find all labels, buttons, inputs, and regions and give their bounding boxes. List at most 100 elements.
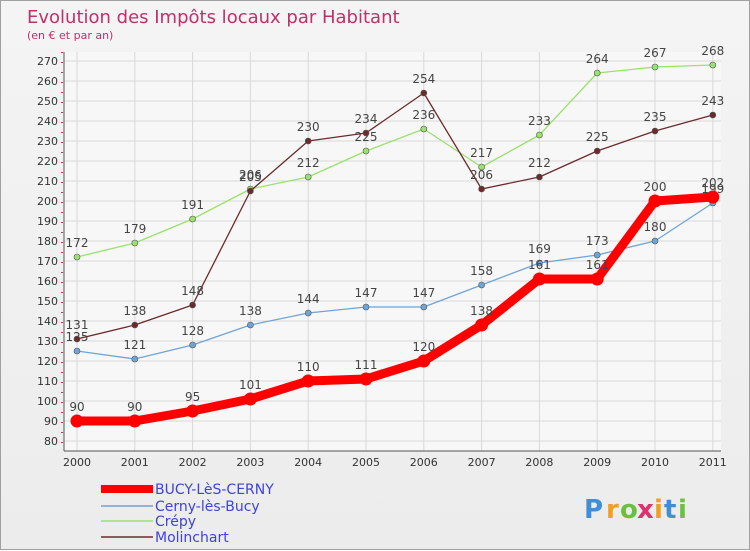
x-tick-label: 2006 [410, 456, 438, 469]
data-label: 243 [701, 94, 724, 108]
data-label: 191 [181, 198, 204, 212]
data-label: 147 [412, 286, 435, 300]
data-label: 206 [470, 168, 493, 182]
data-point [131, 355, 139, 363]
data-label: 230 [297, 120, 320, 134]
series-line [72, 192, 718, 426]
data-label: 173 [586, 234, 609, 248]
data-point [648, 194, 662, 208]
x-tick-label: 2009 [583, 456, 611, 469]
x-tick-label: 2003 [236, 456, 264, 469]
data-point [247, 187, 254, 195]
data-point [478, 281, 485, 289]
data-label: 111 [355, 358, 378, 372]
data-label: 120 [412, 340, 435, 354]
data-label: 217 [470, 146, 493, 160]
chart-subtitle: (en € et par an) [27, 29, 113, 42]
legend-label: Crépy [155, 514, 196, 530]
data-point [590, 272, 604, 286]
data-label: 144 [297, 292, 320, 306]
data-point [128, 414, 142, 428]
y-tick-label: 240 [37, 115, 58, 128]
data-label: 95 [185, 390, 200, 404]
data-label: 110 [297, 360, 320, 374]
y-tick-label: 250 [37, 95, 58, 108]
legend-item-1: Cerny-lès-Bucy [101, 499, 260, 515]
data-label: 199 [701, 182, 724, 196]
y-tick-label: 110 [37, 375, 58, 388]
legend-label: Cerny-lès-Bucy [155, 499, 260, 515]
data-label: 212 [528, 156, 551, 170]
data-label: 235 [644, 110, 667, 124]
data-point [420, 303, 428, 311]
data-label: 121 [123, 338, 146, 352]
x-tick-label: 2000 [63, 456, 91, 469]
data-point [651, 127, 659, 135]
data-point [247, 321, 254, 329]
data-point [131, 321, 139, 329]
y-tick-label: 120 [37, 355, 58, 368]
data-point [362, 147, 370, 155]
data-label: 202 [701, 176, 724, 190]
series-1: 125121128138144147147158169173180199 [66, 182, 724, 363]
data-point [532, 272, 546, 286]
data-label: 212 [297, 156, 320, 170]
data-label: 128 [181, 324, 204, 338]
data-point [243, 392, 257, 406]
chart-title: Evolution des Impôts locaux par Habitant [27, 7, 400, 28]
data-label: 138 [239, 304, 262, 318]
data-label: 147 [355, 286, 378, 300]
series-0: 90 90 95 101 110 111 120 138 161 161 200 202 [69, 176, 724, 428]
data-point [593, 251, 601, 259]
y-tick-label: 200 [37, 195, 58, 208]
data-label: 131 [66, 318, 89, 332]
x-tick-label: 2008 [525, 456, 553, 469]
data-label: 264 [586, 52, 609, 66]
data-point [186, 404, 200, 418]
data-point [709, 111, 717, 119]
data-point [189, 341, 196, 349]
data-label: 268 [701, 44, 724, 58]
legend-label: BUCY-LèS-CERNY [155, 482, 274, 498]
logo-letter: i [678, 495, 687, 525]
data-label: 225 [586, 130, 609, 144]
data-point [593, 147, 601, 155]
data-label: 158 [470, 264, 493, 278]
plot-area: 8090100110120130140150160170180190200210… [37, 44, 727, 469]
data-point [189, 301, 196, 309]
data-point [301, 374, 315, 388]
data-point [362, 129, 370, 137]
y-tick-label: 100 [37, 395, 58, 408]
data-label: 90 [127, 400, 142, 414]
y-tick-label: 170 [37, 255, 58, 268]
y-tick-label: 180 [37, 235, 58, 248]
y-tick-label: 130 [37, 335, 58, 348]
data-point [475, 318, 489, 332]
data-point [709, 61, 717, 69]
data-label: 206 [239, 168, 262, 182]
logo-letter: P [584, 495, 603, 525]
y-tick-label: 260 [37, 75, 58, 88]
series-line [76, 202, 714, 360]
data-label: 180 [644, 220, 667, 234]
data-point [420, 125, 428, 133]
data-label: 90 [69, 400, 84, 414]
legend-label: Molinchart [155, 530, 229, 546]
y-tick-label: 220 [37, 155, 58, 168]
data-point [304, 173, 312, 181]
legend-item-0: BUCY-LèS-CERNY [101, 482, 274, 498]
data-label: 101 [239, 378, 262, 392]
data-label: 205 [239, 170, 262, 184]
y-tick-label: 190 [37, 215, 58, 228]
data-label: 233 [528, 114, 551, 128]
data-label: 234 [355, 112, 378, 126]
data-point [651, 237, 659, 245]
data-point [70, 414, 84, 428]
data-label: 138 [470, 304, 493, 318]
data-label: 172 [66, 236, 89, 250]
x-tick-label: 2010 [641, 456, 669, 469]
y-tick-label: 160 [37, 275, 58, 288]
y-tick-label: 90 [44, 415, 58, 428]
